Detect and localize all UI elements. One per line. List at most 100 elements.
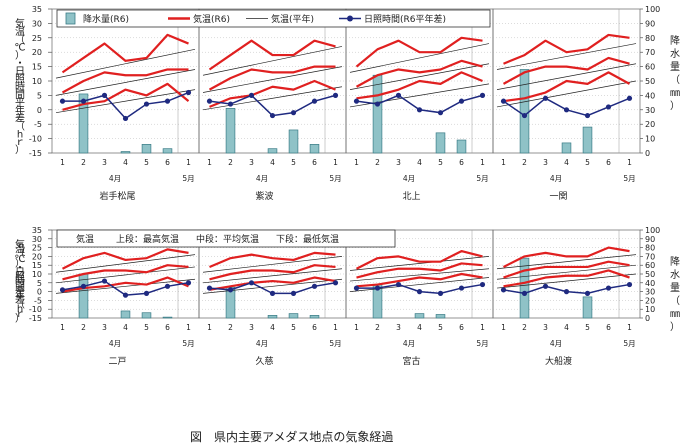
period-tick-label: 1 xyxy=(480,323,485,332)
left-tick-label: -5 xyxy=(34,120,42,129)
left-tick-label: -15 xyxy=(29,314,42,323)
station-name: 紫波 xyxy=(255,190,273,202)
figure-caption: 図 県内主要アメダス地点の気象経過 xyxy=(190,429,393,444)
right-tick-label: 40 xyxy=(645,279,655,288)
right-axis-label-char: ㎜ xyxy=(670,88,680,99)
left-tick-label: 15 xyxy=(32,63,42,72)
temp-min-line xyxy=(356,71,483,100)
period-tick-label: 4 xyxy=(270,323,275,332)
left-tick-label: 5 xyxy=(37,91,42,100)
month-label-may: 5月 xyxy=(182,339,194,348)
panel-frame xyxy=(198,8,347,154)
precip-bar xyxy=(162,316,173,319)
left-axis-label-char: （ xyxy=(15,120,25,132)
sunshine-point xyxy=(626,95,633,101)
sunshine-point xyxy=(374,101,381,107)
precip-bar xyxy=(120,310,131,319)
temp-max-line xyxy=(355,36,483,68)
precip-bar xyxy=(267,315,278,319)
left-axis-label-char: 間 xyxy=(15,280,25,292)
sunshine-point xyxy=(248,92,255,98)
right-tick-label: 0 xyxy=(645,314,650,323)
temp-min-line xyxy=(209,276,336,291)
temp-max-line xyxy=(356,250,483,270)
left-axis-label-char: h xyxy=(17,304,23,315)
temp-mean-line xyxy=(502,56,630,85)
month-label-may: 5月 xyxy=(476,174,488,183)
sunshine-point xyxy=(542,95,549,101)
legend-sunshine-marker xyxy=(347,15,353,22)
left-tick-label: 5 xyxy=(37,279,42,288)
left-axis-label-char: 平 xyxy=(15,98,25,109)
precip-bar xyxy=(225,108,236,154)
left-axis-label-char: 照 xyxy=(15,271,25,283)
right-tick-label: 40 xyxy=(645,91,655,100)
period-tick-label: 5 xyxy=(144,158,149,167)
right-tick-label: 20 xyxy=(645,120,655,129)
temperature-note: 気温 上段：最高気温 中段：平均気温 下段：最低気温 xyxy=(56,229,396,248)
precip-bar xyxy=(288,313,299,319)
sunshine-point xyxy=(353,98,360,104)
left-axis-label-char: 日 xyxy=(15,268,25,279)
left-tick-label: 0 xyxy=(37,106,42,115)
normal-max-line xyxy=(55,48,196,79)
period-tick-label: 3 xyxy=(396,323,401,332)
left-axis-label-char: 平 xyxy=(15,286,25,297)
left-axis-label-char: ℃ xyxy=(14,43,25,54)
sunshine-point xyxy=(143,290,150,296)
sunshine-point xyxy=(143,101,150,107)
sunshine-point xyxy=(332,92,339,98)
sunshine-point xyxy=(101,278,108,284)
period-tick-label: 2 xyxy=(375,158,380,167)
note-middle: 中段：平均気温 xyxy=(196,233,259,245)
station-name: 一関 xyxy=(549,191,567,202)
right-tick-label: 30 xyxy=(645,106,655,115)
sunshine-point xyxy=(374,285,381,291)
precip-bar xyxy=(519,69,530,154)
left-axis-label-char: 温 xyxy=(15,26,25,38)
left-tick-label: 20 xyxy=(32,48,42,57)
precip-bar xyxy=(519,257,530,319)
left-tick-label: 0 xyxy=(37,288,42,297)
normal-min-line xyxy=(55,89,196,114)
left-tick-label: -5 xyxy=(34,296,42,305)
station-name: 宮古 xyxy=(402,355,420,367)
month-label-may: 5月 xyxy=(476,339,488,348)
precip-bar xyxy=(561,142,572,154)
left-axis-label-char: 年 xyxy=(15,288,25,301)
sunshine-point xyxy=(458,98,465,104)
left-axis-label-char: 差 xyxy=(15,112,25,125)
normal-max-line xyxy=(349,43,490,73)
normal-mean-line xyxy=(349,63,490,90)
precip-bar xyxy=(78,93,89,154)
normal-min-line xyxy=(55,278,196,294)
right-axis-label-char: 水 xyxy=(670,269,680,281)
sunshine-point xyxy=(101,92,108,98)
period-tick-label: 1 xyxy=(354,158,359,167)
sunshine-point xyxy=(584,112,591,119)
left-axis-label-char: ・ xyxy=(15,263,25,274)
left-axis-label-char: 時 xyxy=(15,276,25,288)
sunshine-point xyxy=(395,281,402,288)
period-tick-label: 1 xyxy=(501,158,506,167)
month-label-april: 4月 xyxy=(109,174,121,183)
sunshine-point xyxy=(164,283,171,289)
note-lower: 下段：最低気温 xyxy=(276,233,339,245)
right-tick-label: 70 xyxy=(645,252,655,261)
left-axis-label-char: 温 xyxy=(15,244,25,256)
right-tick-label: 20 xyxy=(645,296,655,305)
left-axis-label-char: 気 xyxy=(15,238,25,251)
legend: 降水量(R6) 気温(R6) 気温(平年) 日照時間(R6平年差) xyxy=(56,9,491,28)
left-axis-label-char: ・ xyxy=(15,58,25,69)
period-tick-label: 1 xyxy=(207,158,212,167)
sunshine-point xyxy=(542,283,549,289)
temp-mean-line xyxy=(355,59,483,88)
sunshine-point xyxy=(269,112,276,119)
sunshine-point xyxy=(80,98,87,104)
period-tick-label: 1 xyxy=(333,323,338,332)
period-tick-label: 1 xyxy=(480,158,485,167)
left-axis-label-char: （ xyxy=(15,299,25,311)
